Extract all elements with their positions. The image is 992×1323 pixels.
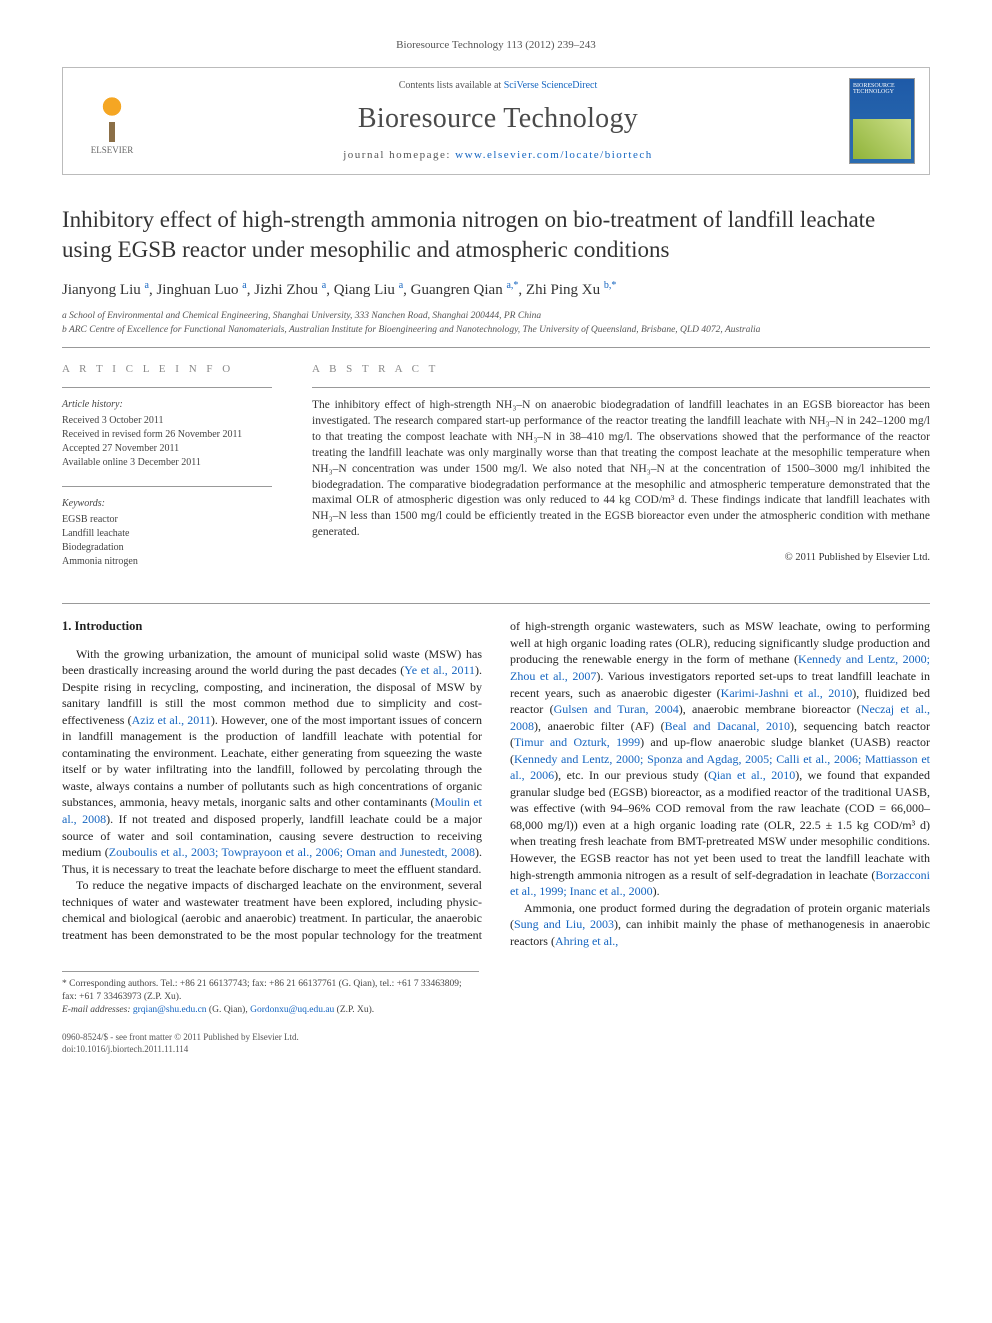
- journal-citation-line: Bioresource Technology 113 (2012) 239–24…: [62, 38, 930, 53]
- intro-para-1: With the growing urbanization, the amoun…: [62, 646, 482, 878]
- authors-line: Jianyong Liu a, Jinghuan Luo a, Jizhi Zh…: [62, 279, 930, 300]
- publisher-label: ELSEVIER: [91, 144, 134, 156]
- journal-masthead: ELSEVIER Contents lists available at Sci…: [62, 67, 930, 175]
- history-revised: Received in revised form 26 November 201…: [62, 428, 272, 442]
- cover-label: BIORESOURCE TECHNOLOGY: [853, 83, 911, 96]
- contents-available-line: Contents lists available at SciVerse Sci…: [147, 79, 849, 93]
- affiliation-a: a School of Environmental and Chemical E…: [62, 310, 930, 323]
- intro-para-3: Ammonia, one product formed during the d…: [510, 900, 930, 950]
- keyword-4: Ammonia nitrogen: [62, 555, 272, 569]
- abstract-label: A B S T R A C T: [312, 362, 930, 377]
- publisher-logo: ELSEVIER: [77, 86, 147, 156]
- affiliations: a School of Environmental and Chemical E…: [62, 310, 930, 338]
- journal-name: Bioresource Technology: [147, 100, 849, 138]
- affiliation-b: b ARC Centre of Excellence for Functiona…: [62, 324, 930, 337]
- email-who-1: (G. Qian),: [207, 1005, 251, 1015]
- emails-label: E-mail addresses:: [62, 1005, 133, 1015]
- section-heading-intro: 1. Introduction: [62, 618, 482, 635]
- page-footer: 0960-8524/$ - see front matter © 2011 Pu…: [62, 1031, 930, 1055]
- journal-homepage-line: journal homepage: www.elsevier.com/locat…: [147, 148, 849, 163]
- history-received: Received 3 October 2011: [62, 414, 272, 428]
- email-who-2: (Z.P. Xu).: [334, 1005, 374, 1015]
- history-online: Available online 3 December 2011: [62, 456, 272, 470]
- keyword-1: EGSB reactor: [62, 513, 272, 527]
- footnotes: * Corresponding authors. Tel.: +86 21 66…: [62, 971, 479, 1016]
- history-accepted: Accepted 27 November 2011: [62, 442, 272, 456]
- divider-rule: [62, 347, 930, 348]
- front-matter-line: 0960-8524/$ - see front matter © 2011 Pu…: [62, 1031, 930, 1043]
- email-link-2[interactable]: Gordonxu@uq.edu.au: [250, 1005, 334, 1015]
- sciencedirect-link[interactable]: SciVerse ScienceDirect: [504, 80, 598, 91]
- doi-line: doi:10.1016/j.biortech.2011.11.114: [62, 1043, 930, 1055]
- history-title: Article history:: [62, 398, 272, 412]
- article-info-label: A R T I C L E I N F O: [62, 362, 272, 377]
- divider-rule-2: [62, 603, 930, 604]
- abstract-rule: [312, 387, 930, 388]
- abstract-text: The inhibitory effect of high-strength N…: [312, 398, 930, 541]
- journal-cover-thumbnail: BIORESOURCE TECHNOLOGY: [849, 78, 915, 164]
- abstract-copyright: © 2011 Published by Elsevier Ltd.: [312, 551, 930, 565]
- journal-homepage-link[interactable]: www.elsevier.com/locate/biortech: [455, 149, 653, 161]
- info-rule-1: [62, 387, 272, 388]
- info-rule-2: [62, 486, 272, 487]
- keywords-block: Keywords: EGSB reactor Landfill leachate…: [62, 497, 272, 569]
- article-title: Inhibitory effect of high-strength ammon…: [62, 205, 930, 265]
- email-addresses: E-mail addresses: grqian@shu.edu.cn (G. …: [62, 1004, 479, 1017]
- article-history: Article history: Received 3 October 2011…: [62, 398, 272, 470]
- contents-pre: Contents lists available at: [399, 80, 504, 91]
- keywords-title: Keywords:: [62, 497, 272, 511]
- keyword-2: Landfill leachate: [62, 527, 272, 541]
- corresponding-author-note: * Corresponding authors. Tel.: +86 21 66…: [62, 978, 479, 1004]
- email-link-1[interactable]: grqian@shu.edu.cn: [133, 1005, 207, 1015]
- body-text: 1. Introduction With the growing urbaniz…: [62, 618, 930, 949]
- keyword-3: Biodegradation: [62, 541, 272, 555]
- cover-image-icon: [853, 119, 911, 159]
- homepage-pre: journal homepage:: [343, 149, 455, 161]
- elsevier-tree-icon: [89, 96, 135, 142]
